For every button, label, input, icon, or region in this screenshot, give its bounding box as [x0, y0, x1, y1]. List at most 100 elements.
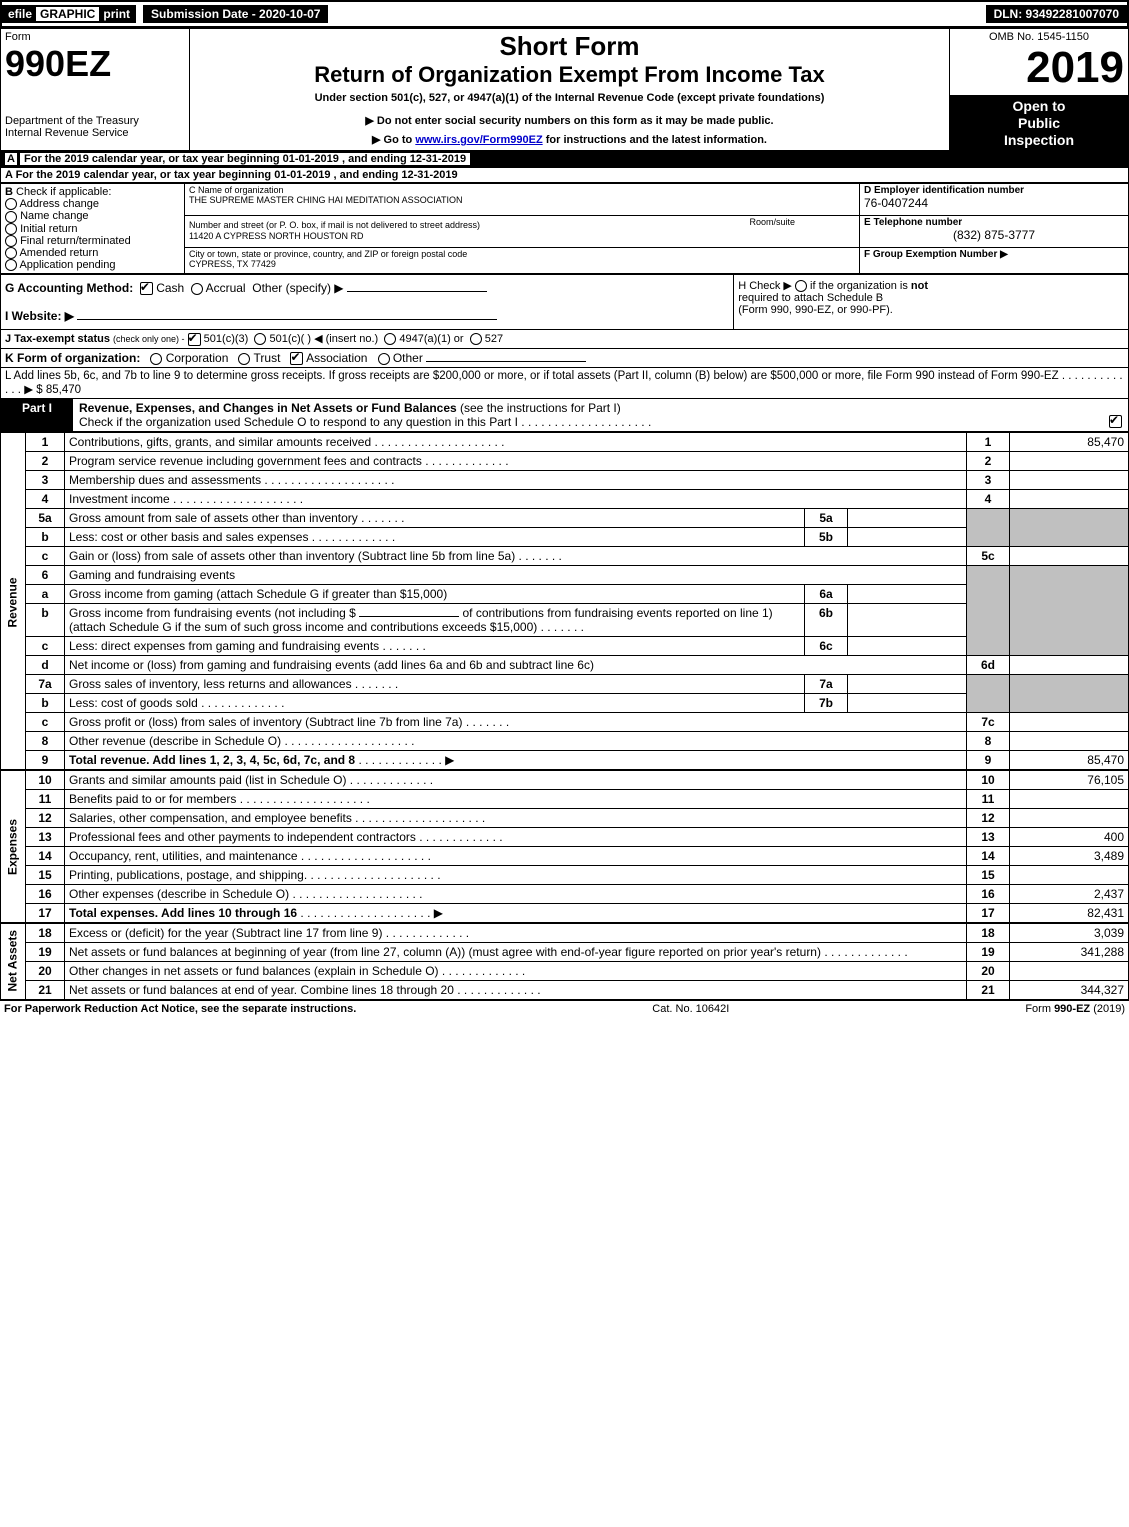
chk-addr-change[interactable]: Address change: [19, 198, 99, 210]
period-end: 12-31-2019: [410, 153, 466, 165]
line-7b-num: b: [26, 694, 65, 713]
goto-pre: ▶ Go to: [372, 134, 415, 146]
ssn-note: ▶ Do not enter social security numbers o…: [194, 114, 945, 127]
line-19-val: 341,288: [1010, 943, 1129, 962]
line-7a-num: 7a: [26, 675, 65, 694]
line-11-val: [1010, 790, 1129, 809]
line-9-text: Total revenue. Add lines 1, 2, 3, 4, 5c,…: [69, 753, 355, 767]
line-14-text: Occupancy, rent, utilities, and maintena…: [69, 849, 298, 863]
print-link[interactable]: print: [103, 7, 130, 21]
line-11-num: 11: [26, 790, 65, 809]
line-20-num: 20: [26, 962, 65, 981]
part1-label: Part I: [1, 399, 73, 431]
street-label: Number and street (or P. O. box, if mail…: [189, 220, 480, 230]
g-other: Other (specify) ▶: [252, 281, 343, 295]
h-forms: (Form 990, 990-EZ, or 990-PF).: [738, 304, 893, 316]
chk-corp[interactable]: [150, 353, 162, 365]
line-19-text: Net assets or fund balances at beginning…: [69, 945, 821, 959]
part1-checkbox[interactable]: [1109, 415, 1122, 428]
line-2-text: Program service revenue including govern…: [69, 454, 422, 468]
line-6-num: 6: [26, 566, 65, 585]
l-arrow: ▶: [24, 384, 33, 396]
city-label: City or town, state or province, country…: [189, 249, 855, 259]
irs-link[interactable]: www.irs.gov/Form990EZ: [415, 134, 542, 146]
chk-amended[interactable]: Amended return: [19, 247, 98, 259]
k-assoc: Association: [306, 351, 367, 365]
l-text: L Add lines 5b, 6c, and 7b to line 9 to …: [5, 370, 1059, 382]
netassets-side-label: Net Assets: [1, 923, 26, 1000]
line-6d-text: Net income or (loss) from gaming and fun…: [69, 658, 594, 672]
line-14-val: 3,489: [1010, 847, 1129, 866]
chk-assoc[interactable]: [290, 352, 303, 365]
line-6c-text: Less: direct expenses from gaming and fu…: [69, 639, 379, 653]
efile-text: efile: [8, 7, 32, 21]
line-16-num: 16: [26, 885, 65, 904]
line-6d-val: [1010, 656, 1129, 675]
chk-4947[interactable]: [384, 333, 396, 345]
line-13-text: Professional fees and other payments to …: [69, 830, 416, 844]
line-6c-box: 6c: [805, 637, 848, 656]
chk-501c[interactable]: [254, 333, 266, 345]
chk-527[interactable]: [470, 333, 482, 345]
line-12-val: [1010, 809, 1129, 828]
room-label: Room/suite: [749, 217, 855, 227]
line-10-box: 10: [967, 770, 1010, 790]
line-7c-num: c: [26, 713, 65, 732]
line-7b-text: Less: cost of goods sold: [69, 696, 198, 710]
line-7c-text: Gross profit or (loss) from sales of inv…: [69, 715, 462, 729]
line-6b-num: b: [26, 604, 65, 637]
part1-title: Revenue, Expenses, and Changes in Net As…: [79, 401, 457, 415]
chk-accrual[interactable]: [191, 283, 203, 295]
k-other: Other: [393, 351, 423, 365]
line-2-num: 2: [26, 452, 65, 471]
line-6c-num: c: [26, 637, 65, 656]
line-13-num: 13: [26, 828, 65, 847]
revenue-side-label: Revenue: [1, 433, 26, 771]
org-name: THE SUPREME MASTER CHING HAI MEDITATION …: [189, 195, 855, 205]
j-527: 527: [485, 333, 503, 345]
k-corp: Corporation: [166, 351, 229, 365]
j-label: J Tax-exempt status: [5, 333, 110, 345]
line-6b-text: Gross income from fundraising events (no…: [69, 606, 356, 620]
line-4-box: 4: [967, 490, 1010, 509]
line-2-box: 2: [967, 452, 1010, 471]
line-11-text: Benefits paid to or for members: [69, 792, 236, 806]
footer-cat: Cat. No. 10642I: [652, 1003, 729, 1015]
chk-other-org[interactable]: [378, 353, 390, 365]
line-8-box: 8: [967, 732, 1010, 751]
part1-dots: . . . . . . . . . . . . . . . . . . . .: [521, 415, 651, 429]
chk-final[interactable]: Final return/terminated: [20, 235, 131, 247]
line-6a-box: 6a: [805, 585, 848, 604]
public: Public: [954, 115, 1124, 132]
h-post: if the organization is: [807, 280, 911, 292]
omb-number: OMB No. 1545-1150: [954, 31, 1124, 43]
chk-trust[interactable]: [238, 353, 250, 365]
line-10-num: 10: [26, 770, 65, 790]
line-8-num: 8: [26, 732, 65, 751]
phone: (832) 875-3777: [864, 228, 1124, 242]
line-5b-text: Less: cost or other basis and sales expe…: [69, 530, 308, 544]
line-6d-box: 6d: [967, 656, 1010, 675]
line-6a-num: a: [26, 585, 65, 604]
chk-name-change[interactable]: Name change: [20, 210, 89, 222]
line-4-val: [1010, 490, 1129, 509]
line-18-num: 18: [26, 923, 65, 943]
line-18-val: 3,039: [1010, 923, 1129, 943]
h-checkbox[interactable]: [795, 280, 807, 292]
line-16-text: Other expenses (describe in Schedule O): [69, 887, 289, 901]
entity-block: B Check if applicable: Address change Na…: [0, 183, 1129, 274]
chk-pending[interactable]: Application pending: [19, 259, 115, 271]
line-15-box: 15: [967, 866, 1010, 885]
street: 11420 A CYPRESS NORTH HOUSTON RD: [189, 231, 855, 241]
line-12-num: 12: [26, 809, 65, 828]
chk-initial[interactable]: Initial return: [20, 223, 77, 235]
line-6b-box: 6b: [805, 604, 848, 637]
form-label: Form: [5, 31, 185, 43]
line-4-num: 4: [26, 490, 65, 509]
chk-501c3[interactable]: [188, 333, 201, 346]
c-label: C Name of organization: [189, 185, 855, 195]
d-label: D Employer identification number: [864, 185, 1124, 196]
line-9-num: 9: [26, 751, 65, 771]
chk-cash[interactable]: [140, 282, 153, 295]
line-21-num: 21: [26, 981, 65, 1000]
